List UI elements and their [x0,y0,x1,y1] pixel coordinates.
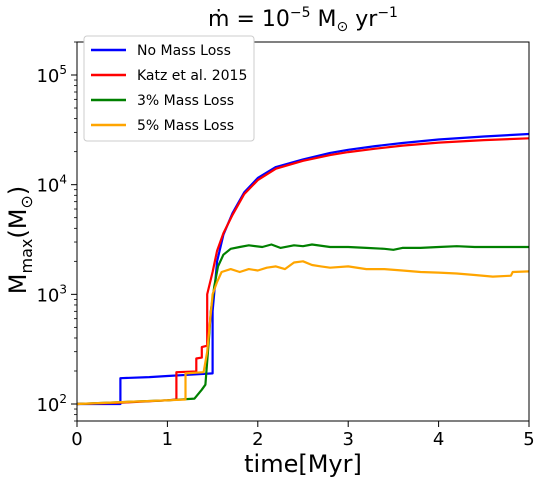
x-tick-label-2: 2 [252,429,263,450]
x-tick-label-5: 5 [523,429,534,450]
ticks-layer: 0 1 2 3 4 5 102 103 104 105 [36,41,535,450]
plot-frame [76,41,530,422]
chart-title: ṁ = 10−5 M⊙ yr−1 [208,5,398,35]
series-layer [76,132,530,406]
y-tick-label-1: 103 [36,282,67,306]
y-axis-label: Mmax(M⊙) [4,186,36,294]
legend-label-3: 5% Mass Loss [137,118,234,134]
legend: No Mass Loss Katz et al. 2015 3% Mass Loss… [83,35,255,142]
series-line-1 [76,137,530,406]
series-line-3 [76,260,530,406]
x-tick-label-1: 1 [162,429,173,450]
x-tick-label-3: 3 [342,429,353,450]
y-tick-label-0: 102 [36,392,67,416]
x-tick-label-0: 0 [71,429,82,450]
x-axis-label: time[Myr] [244,450,362,478]
series-line-2 [76,243,529,406]
y-tick-label-3: 105 [36,63,67,87]
legend-label-0: No Mass Loss [137,43,231,59]
legend-label-1: Katz et al. 2015 [137,68,247,84]
x-tick-label-4: 4 [433,429,444,450]
legend-box [83,35,255,142]
series-line-0 [77,132,530,406]
y-tick-label-2: 104 [36,173,67,197]
legend-label-2: 3% Mass Loss [137,93,234,109]
